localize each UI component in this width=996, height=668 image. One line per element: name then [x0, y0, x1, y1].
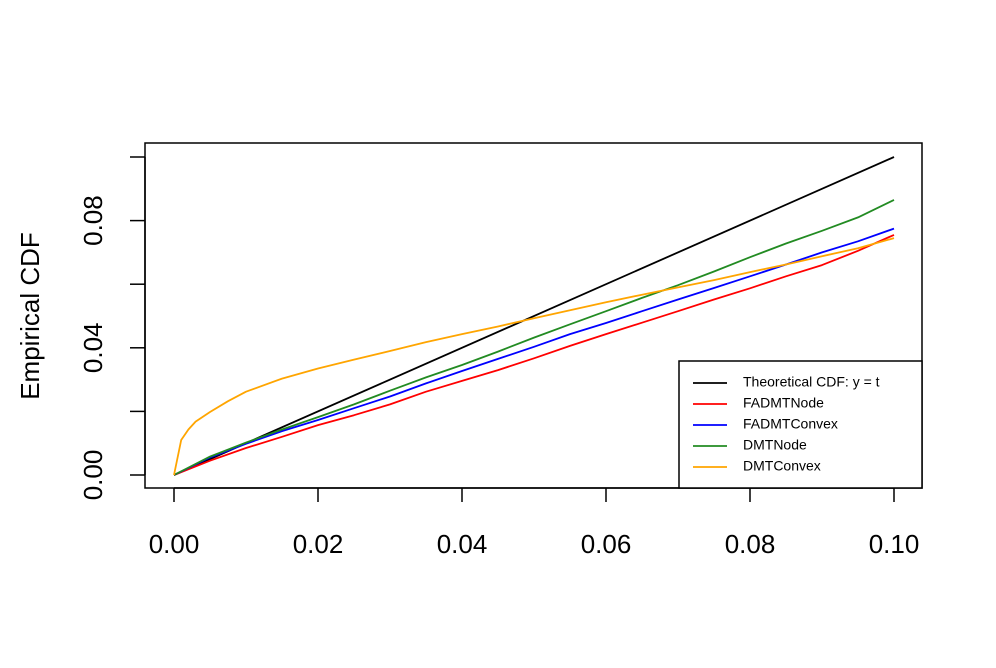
y-axis-title: Empirical CDF [15, 232, 45, 400]
legend-label: Theoretical CDF: y = t [743, 374, 880, 390]
legend-label: FADMTConvex [743, 416, 838, 432]
y-tick-label: 0.00 [78, 450, 108, 501]
series-line-fadmtconvex [173, 227, 895, 476]
legend-label: FADMTNode [743, 395, 824, 411]
y-tick-label: 0.08 [78, 195, 108, 246]
y-tick-label: 0.04 [78, 322, 108, 373]
x-tick-label: 0.04 [437, 529, 488, 559]
series-line-theoretical-cdf-y-t [173, 156, 895, 476]
legend-label: DMTConvex [743, 458, 821, 474]
legend-label: DMTNode [743, 437, 807, 453]
series-line-fadmtnode [173, 234, 895, 476]
series-layer [173, 156, 895, 476]
series-line-dmtconvex [173, 237, 895, 476]
x-tick-label: 0.10 [869, 529, 920, 559]
y-axis: 0.00 0.04 0.08 [78, 156, 146, 501]
series-line-dmtnode [173, 199, 895, 476]
x-tick-label: 0.08 [725, 529, 776, 559]
x-axis: 0.00 0.02 0.04 0.06 0.08 0.10 [149, 487, 920, 559]
x-tick-label: 0.00 [149, 529, 200, 559]
x-tick-label: 0.02 [293, 529, 344, 559]
x-tick-label: 0.06 [581, 529, 632, 559]
legend: Theoretical CDF: y = t FADMTNode FADMTConv… [678, 360, 923, 489]
